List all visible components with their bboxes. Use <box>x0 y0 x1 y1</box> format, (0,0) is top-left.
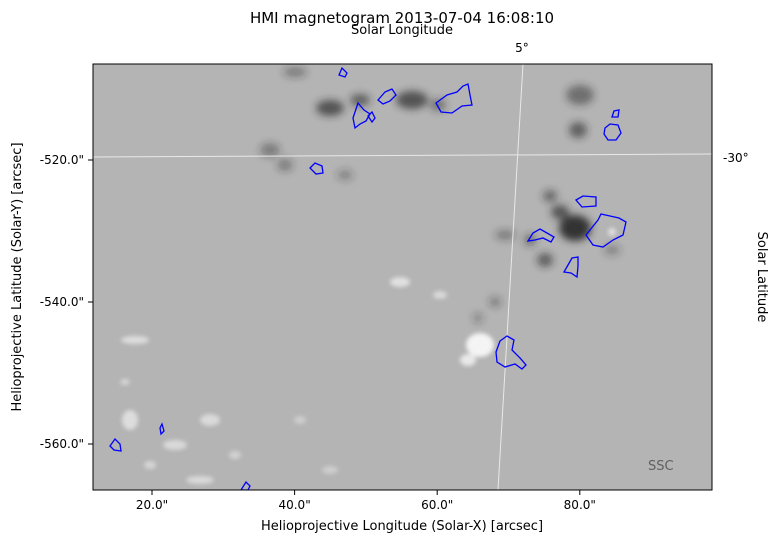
magnetogram-image: SSC <box>93 64 712 490</box>
contour-lines <box>109 66 627 490</box>
negative-polarity-regions <box>260 67 620 323</box>
longitude-grid-line <box>497 64 524 490</box>
right-tick-label: -30° <box>723 151 749 165</box>
plot-frame <box>92 63 713 491</box>
latitude-grid-line <box>93 153 712 158</box>
plot-title: HMI magnetogram 2013-07-04 16:08:10 <box>250 9 554 27</box>
x-axis-label: Helioprojective Longitude (Solar-X) [arc… <box>261 519 543 534</box>
x-tick-label: 80.0" <box>564 498 596 512</box>
y-tick-label: -540.0" <box>40 295 84 309</box>
y-tick-label: -560.0" <box>40 437 84 451</box>
top-tick-label: 5° <box>515 41 529 55</box>
x-tick-label: 40.0" <box>278 498 310 512</box>
x-axis-ticks: 20.0" 40.0" 60.0" 80.0" <box>136 490 596 512</box>
positive-polarity-regions <box>120 228 616 484</box>
watermark-ssc: SSC <box>648 459 674 474</box>
right-axis-label: Solar Latitude <box>754 232 769 323</box>
y-tick-label: -520.0" <box>40 153 84 167</box>
y-axis-ticks: -520.0" -540.0" -560.0" <box>40 153 93 451</box>
top-axis-label: Solar Longitude <box>351 23 453 38</box>
x-tick-label: 20.0" <box>136 498 168 512</box>
x-tick-label: 60.0" <box>421 498 453 512</box>
y-axis-label: Helioprojective Latitude (Solar-Y) [arcs… <box>10 142 25 411</box>
